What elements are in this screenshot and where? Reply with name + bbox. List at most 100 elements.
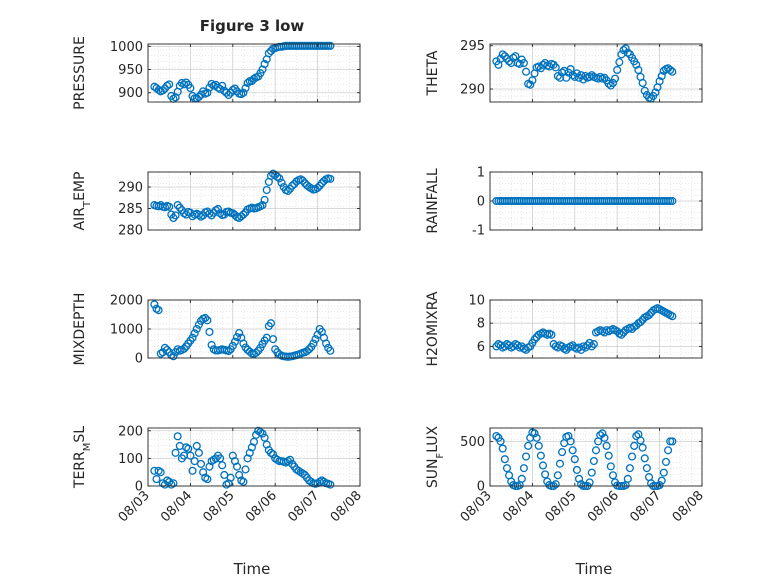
subplot-4: -1 0 1 RAINFALL	[425, 166, 703, 239]
data-point	[269, 335, 278, 344]
data-point	[216, 454, 225, 463]
data-point	[205, 327, 214, 336]
data-point	[222, 88, 231, 97]
data-point	[655, 481, 664, 490]
data-point	[186, 451, 195, 460]
data-point	[534, 62, 543, 71]
data-point	[207, 340, 216, 350]
y-axis-label: SUNFLUX	[425, 425, 446, 488]
data-point	[192, 441, 201, 451]
data-point	[264, 49, 273, 58]
data-point	[194, 448, 203, 457]
data-point	[500, 455, 509, 464]
axes-box	[489, 43, 703, 103]
data-point	[266, 319, 276, 328]
data-point	[260, 59, 269, 68]
y-tick-label: 0	[477, 195, 485, 210]
data-point	[519, 58, 528, 68]
series-markers	[150, 169, 335, 223]
data-point	[273, 172, 282, 181]
data-point	[152, 475, 161, 484]
data-point	[218, 461, 227, 470]
data-point	[666, 65, 675, 75]
data-point	[587, 71, 596, 80]
data-point	[638, 78, 647, 88]
data-point	[541, 470, 550, 479]
data-point	[623, 48, 632, 57]
data-point	[534, 441, 543, 450]
data-point	[311, 335, 320, 344]
data-point	[260, 433, 269, 442]
data-point	[570, 455, 579, 464]
y-tick-label: 10	[468, 294, 485, 309]
data-point	[638, 443, 647, 452]
data-point	[661, 457, 671, 466]
data-point	[262, 185, 271, 195]
series-markers	[492, 304, 677, 354]
data-point	[521, 452, 531, 461]
data-point	[156, 468, 165, 477]
data-point	[655, 77, 664, 86]
data-point	[258, 429, 267, 438]
data-point	[524, 441, 533, 450]
data-point	[326, 41, 335, 50]
axes-box	[489, 427, 703, 487]
data-point	[619, 46, 628, 55]
data-point	[530, 335, 539, 344]
data-point	[627, 452, 637, 461]
data-point	[640, 454, 649, 463]
data-point	[632, 431, 641, 441]
data-point	[587, 468, 596, 477]
axes-box	[147, 171, 361, 231]
data-point	[305, 345, 314, 354]
series-markers	[150, 300, 335, 361]
data-point	[517, 474, 526, 483]
data-point	[589, 340, 598, 349]
data-point	[165, 202, 174, 211]
data-point	[566, 437, 575, 446]
data-point	[203, 316, 212, 325]
data-point	[186, 84, 195, 93]
axes-box	[147, 43, 361, 103]
data-point	[243, 78, 252, 88]
data-point	[572, 465, 581, 474]
series-markers	[492, 44, 677, 103]
ticks	[147, 428, 361, 487]
y-axis-label: RAINFALL	[425, 168, 441, 233]
data-point	[596, 72, 605, 81]
data-point	[551, 63, 560, 72]
data-point	[224, 90, 233, 100]
data-point	[179, 344, 189, 353]
data-point	[515, 59, 524, 68]
data-point	[205, 209, 214, 218]
data-point	[513, 341, 522, 350]
y-axis-label: THETA	[425, 50, 441, 96]
y-axis-label: AIRTEMP	[72, 172, 93, 231]
data-point	[598, 429, 607, 438]
data-point	[572, 69, 581, 78]
ticks	[147, 172, 361, 231]
data-point	[218, 81, 227, 90]
figure-title: Figure 3 low	[200, 17, 305, 35]
data-point	[184, 444, 193, 453]
data-point	[239, 88, 248, 97]
data-point	[269, 450, 278, 459]
data-point	[188, 466, 197, 475]
data-point	[228, 341, 237, 350]
data-point	[163, 345, 172, 354]
x-axis-label-right: Time	[575, 560, 613, 578]
data-point	[179, 80, 189, 89]
y-tick-label: 2000	[110, 294, 143, 309]
data-point	[277, 178, 286, 187]
data-point	[547, 330, 556, 339]
y-tick-label: 100	[118, 452, 143, 467]
data-point	[634, 65, 643, 75]
data-point	[642, 464, 651, 473]
data-point	[283, 186, 292, 195]
y-tick-label: 900	[118, 86, 143, 101]
data-point	[171, 211, 180, 220]
data-point	[668, 312, 677, 321]
y-axis-label: MIXDEPTH	[72, 293, 88, 366]
y-tick-label: 1	[477, 166, 485, 181]
